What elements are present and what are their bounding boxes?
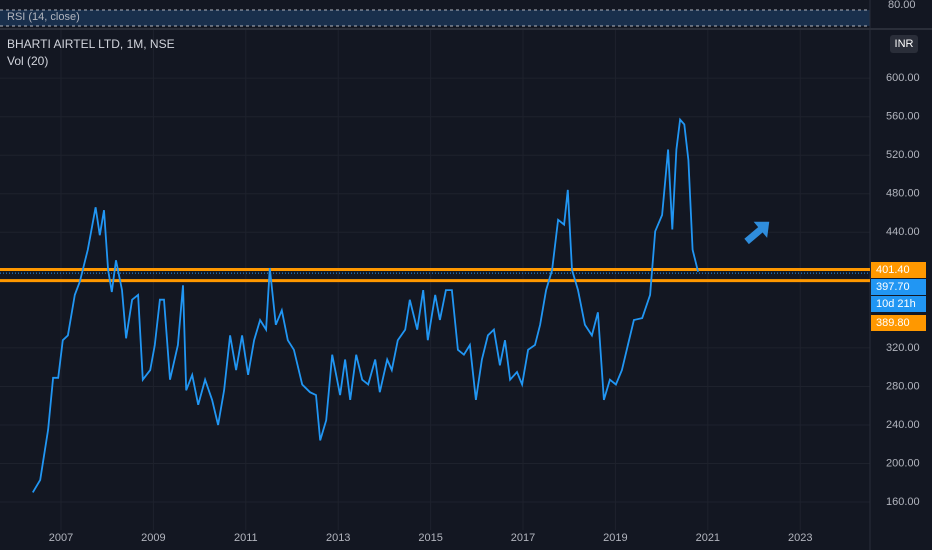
price-line <box>32 117 699 493</box>
y-tick-label: 160.00 <box>886 496 920 508</box>
y-tick-label: 480.00 <box>886 188 920 200</box>
last-price-label-badge <box>871 279 926 295</box>
x-tick-label: 2009 <box>141 532 165 544</box>
y-tick-label: 520.00 <box>886 149 920 161</box>
level-label-badge <box>871 262 926 278</box>
x-tick-label: 2011 <box>234 532 258 544</box>
rsi-band <box>0 10 870 26</box>
x-tick-label: 2019 <box>603 532 627 544</box>
chart-title: BHARTI AIRTEL LTD, 1M, NSE <box>7 37 175 51</box>
x-tick-label: 2015 <box>418 532 442 544</box>
currency[interactable]: INR <box>895 38 914 50</box>
volume-label: Vol (20) <box>7 54 48 68</box>
y-tick-label: 560.00 <box>886 111 920 123</box>
y-tick-label: 280.00 <box>886 380 920 392</box>
y-tick-label: 320.00 <box>886 342 920 354</box>
countdown-label: 10d 21h <box>876 298 916 310</box>
y-tick-label: 200.00 <box>886 457 920 469</box>
y-tick-label: 240.00 <box>886 419 920 431</box>
y-tick-label: 440.00 <box>886 226 920 238</box>
x-tick-label: 2021 <box>696 532 720 544</box>
countdown-label-badge <box>871 296 926 312</box>
rsi-label: RSI (14, close) <box>7 11 80 23</box>
x-tick-label: 2007 <box>49 532 73 544</box>
rsi-tick: 80.00 <box>888 0 916 11</box>
level-label: 401.40 <box>876 264 910 276</box>
x-tick-label: 2013 <box>326 532 350 544</box>
x-tick-label: 2023 <box>788 532 812 544</box>
last-price-label: 397.70 <box>876 281 910 293</box>
level-label: 389.80 <box>876 317 910 329</box>
y-tick-label: 600.00 <box>886 72 920 84</box>
level-label-badge <box>871 315 926 331</box>
currency-badge[interactable] <box>890 35 918 53</box>
x-tick-label: 2017 <box>511 532 535 544</box>
trend-arrow <box>744 221 770 245</box>
